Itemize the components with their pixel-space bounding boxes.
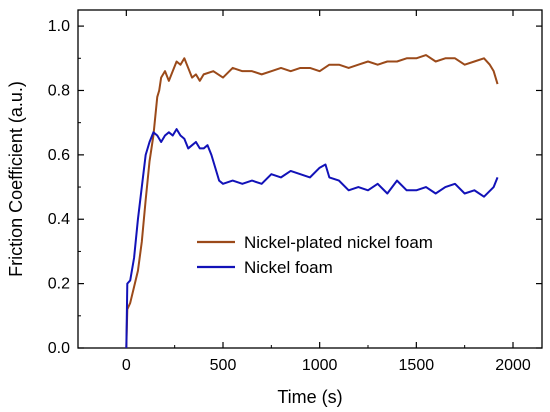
series-line-2	[125, 128, 499, 349]
x-tick-label: 500	[210, 357, 237, 374]
x-axis-ticks: 0 500 1000 1500 2000	[122, 10, 531, 374]
x-tick-label: 1500	[399, 357, 435, 374]
x-tick-label: 2000	[495, 357, 531, 374]
y-axis-label: Friction Coefficient (a.u.)	[6, 81, 26, 277]
plot-frame	[77, 9, 543, 349]
legend-label: Nickel foam	[244, 258, 333, 277]
legend-label: Nickel-plated nickel foam	[244, 233, 433, 252]
y-tick-label: 1.0	[48, 18, 70, 35]
x-tick-label: 0	[122, 357, 131, 374]
x-axis-label: Time (s)	[277, 387, 342, 407]
y-tick-label: 0.6	[48, 147, 70, 164]
y-tick-label: 0.0	[48, 340, 70, 357]
x-tick-label: 1000	[302, 357, 338, 374]
y-tick-label: 0.4	[48, 211, 70, 228]
y-axis-ticks: 0.0 0.2 0.4 0.6 0.8 1.0	[48, 18, 542, 357]
series-line-1	[125, 54, 499, 349]
y-tick-label: 0.2	[48, 276, 70, 293]
y-tick-label: 0.8	[48, 82, 70, 99]
plot-border	[77, 9, 543, 349]
series-layer	[125, 54, 499, 349]
legend: Nickel-plated nickel foam Nickel foam	[197, 233, 433, 277]
